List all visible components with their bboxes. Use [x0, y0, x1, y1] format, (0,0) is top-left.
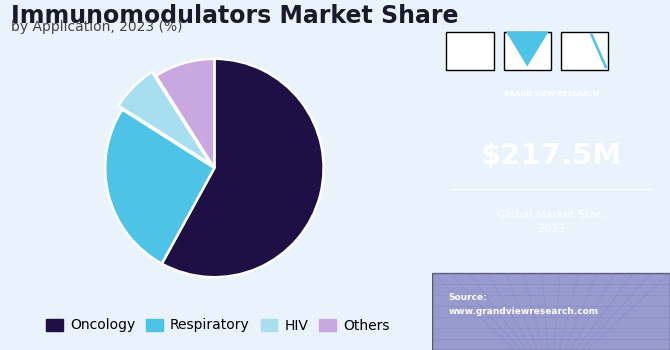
Text: $217.5M: $217.5M — [480, 142, 622, 170]
Polygon shape — [506, 32, 549, 66]
Text: by Application, 2023 (%): by Application, 2023 (%) — [11, 20, 182, 34]
FancyBboxPatch shape — [432, 273, 670, 350]
Text: Source:
www.grandviewresearch.com: Source: www.grandviewresearch.com — [449, 293, 599, 316]
FancyBboxPatch shape — [561, 32, 608, 70]
Legend: Oncology, Respiratory, HIV, Others: Oncology, Respiratory, HIV, Others — [41, 313, 395, 338]
FancyBboxPatch shape — [446, 32, 494, 70]
Wedge shape — [119, 72, 210, 164]
Wedge shape — [156, 59, 214, 168]
Text: Global Market Size,
2023: Global Market Size, 2023 — [497, 210, 605, 234]
Text: GRAND VIEW RESEARCH: GRAND VIEW RESEARCH — [504, 91, 598, 98]
Text: Immunomodulators Market Share: Immunomodulators Market Share — [11, 4, 458, 28]
Wedge shape — [105, 110, 214, 264]
FancyBboxPatch shape — [504, 32, 551, 70]
Wedge shape — [161, 59, 324, 277]
